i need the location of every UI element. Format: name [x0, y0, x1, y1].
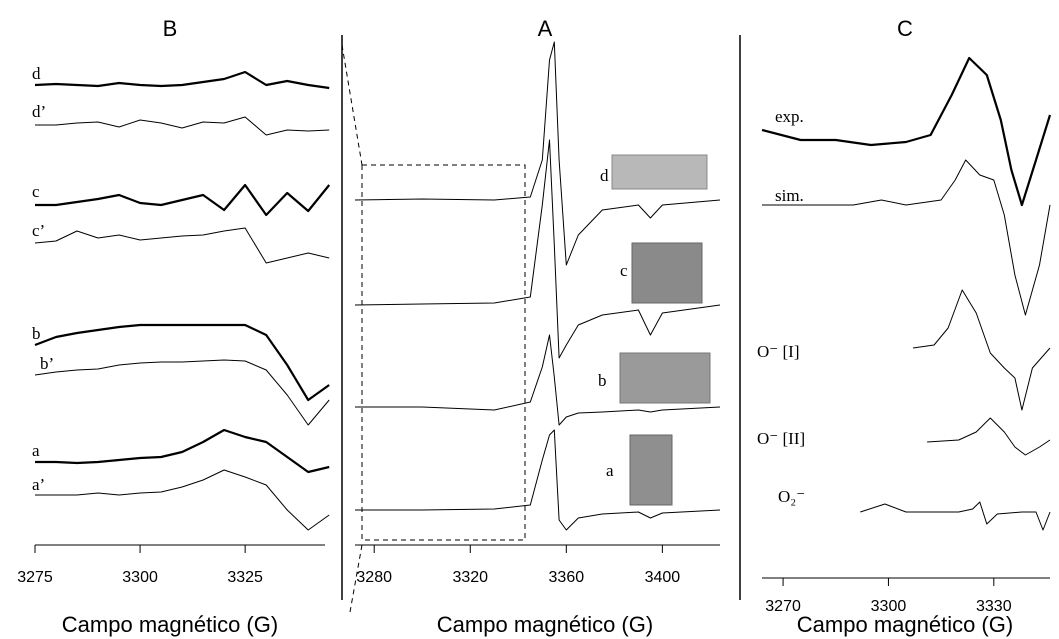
spectrum	[355, 334, 721, 426]
x-tick-label: 3360	[549, 569, 585, 586]
trace-label: O⁻ [I]	[757, 342, 799, 361]
x-axis-label: Campo magnético (G)	[797, 612, 1013, 637]
trace-label: a’	[32, 475, 45, 494]
panel-title: A	[538, 16, 553, 41]
spectrum	[927, 417, 1051, 456]
trace-label: c	[620, 261, 628, 280]
spectrum	[762, 159, 1051, 316]
trace-label: O₂⁻	[778, 487, 805, 506]
zoom-box	[361, 164, 526, 541]
trace-label: d	[600, 166, 609, 185]
x-tick-label: 3400	[645, 569, 681, 586]
trace-label: a	[606, 461, 614, 480]
x-tick-label: 3275	[17, 569, 53, 586]
x-axis-label: Campo magnético (G)	[62, 612, 278, 637]
x-tick-label: 3300	[871, 598, 907, 615]
x-tick-label: 3270	[765, 598, 801, 615]
tem-image	[631, 242, 703, 304]
spectrum	[35, 469, 330, 531]
tem-image	[611, 154, 708, 190]
zoom-line	[341, 44, 363, 166]
x-tick-label: 3325	[227, 569, 263, 586]
spectrum	[34, 70, 330, 90]
trace-label: b	[598, 371, 607, 390]
x-tick-label: 3320	[452, 569, 488, 586]
spectrum	[761, 56, 1052, 207]
panel-title: B	[163, 16, 178, 41]
spectrum	[912, 289, 1051, 411]
x-tick-label: 3330	[976, 598, 1012, 615]
spectrum	[355, 429, 721, 531]
panel-title: C	[897, 16, 913, 41]
spectrum	[35, 116, 330, 136]
zoom-line	[349, 544, 363, 613]
x-tick-label: 3300	[122, 569, 158, 586]
tem-image	[629, 434, 673, 506]
tem-image	[619, 352, 711, 404]
trace-label: d	[32, 64, 41, 83]
trace-label: a	[32, 441, 40, 460]
spectrum	[34, 323, 330, 402]
spectrum	[35, 183, 331, 217]
spectrum	[354, 139, 721, 359]
x-axis-label: Campo magnético (G)	[437, 612, 653, 637]
spectrum	[860, 501, 1051, 531]
trace-label: c’	[32, 221, 45, 240]
spectrum	[34, 227, 330, 264]
trace-label: O⁻ [II]	[757, 429, 805, 448]
trace-label: c	[32, 182, 40, 201]
spectrum	[354, 41, 721, 266]
trace-label: b	[32, 324, 41, 343]
spectrum	[35, 428, 330, 474]
trace-label: exp.	[775, 107, 804, 126]
trace-label: b’	[40, 354, 54, 373]
x-tick-label: 3280	[356, 569, 392, 586]
spectrum	[34, 359, 330, 426]
trace-label: d’	[32, 102, 46, 121]
trace-label: sim.	[775, 186, 804, 205]
